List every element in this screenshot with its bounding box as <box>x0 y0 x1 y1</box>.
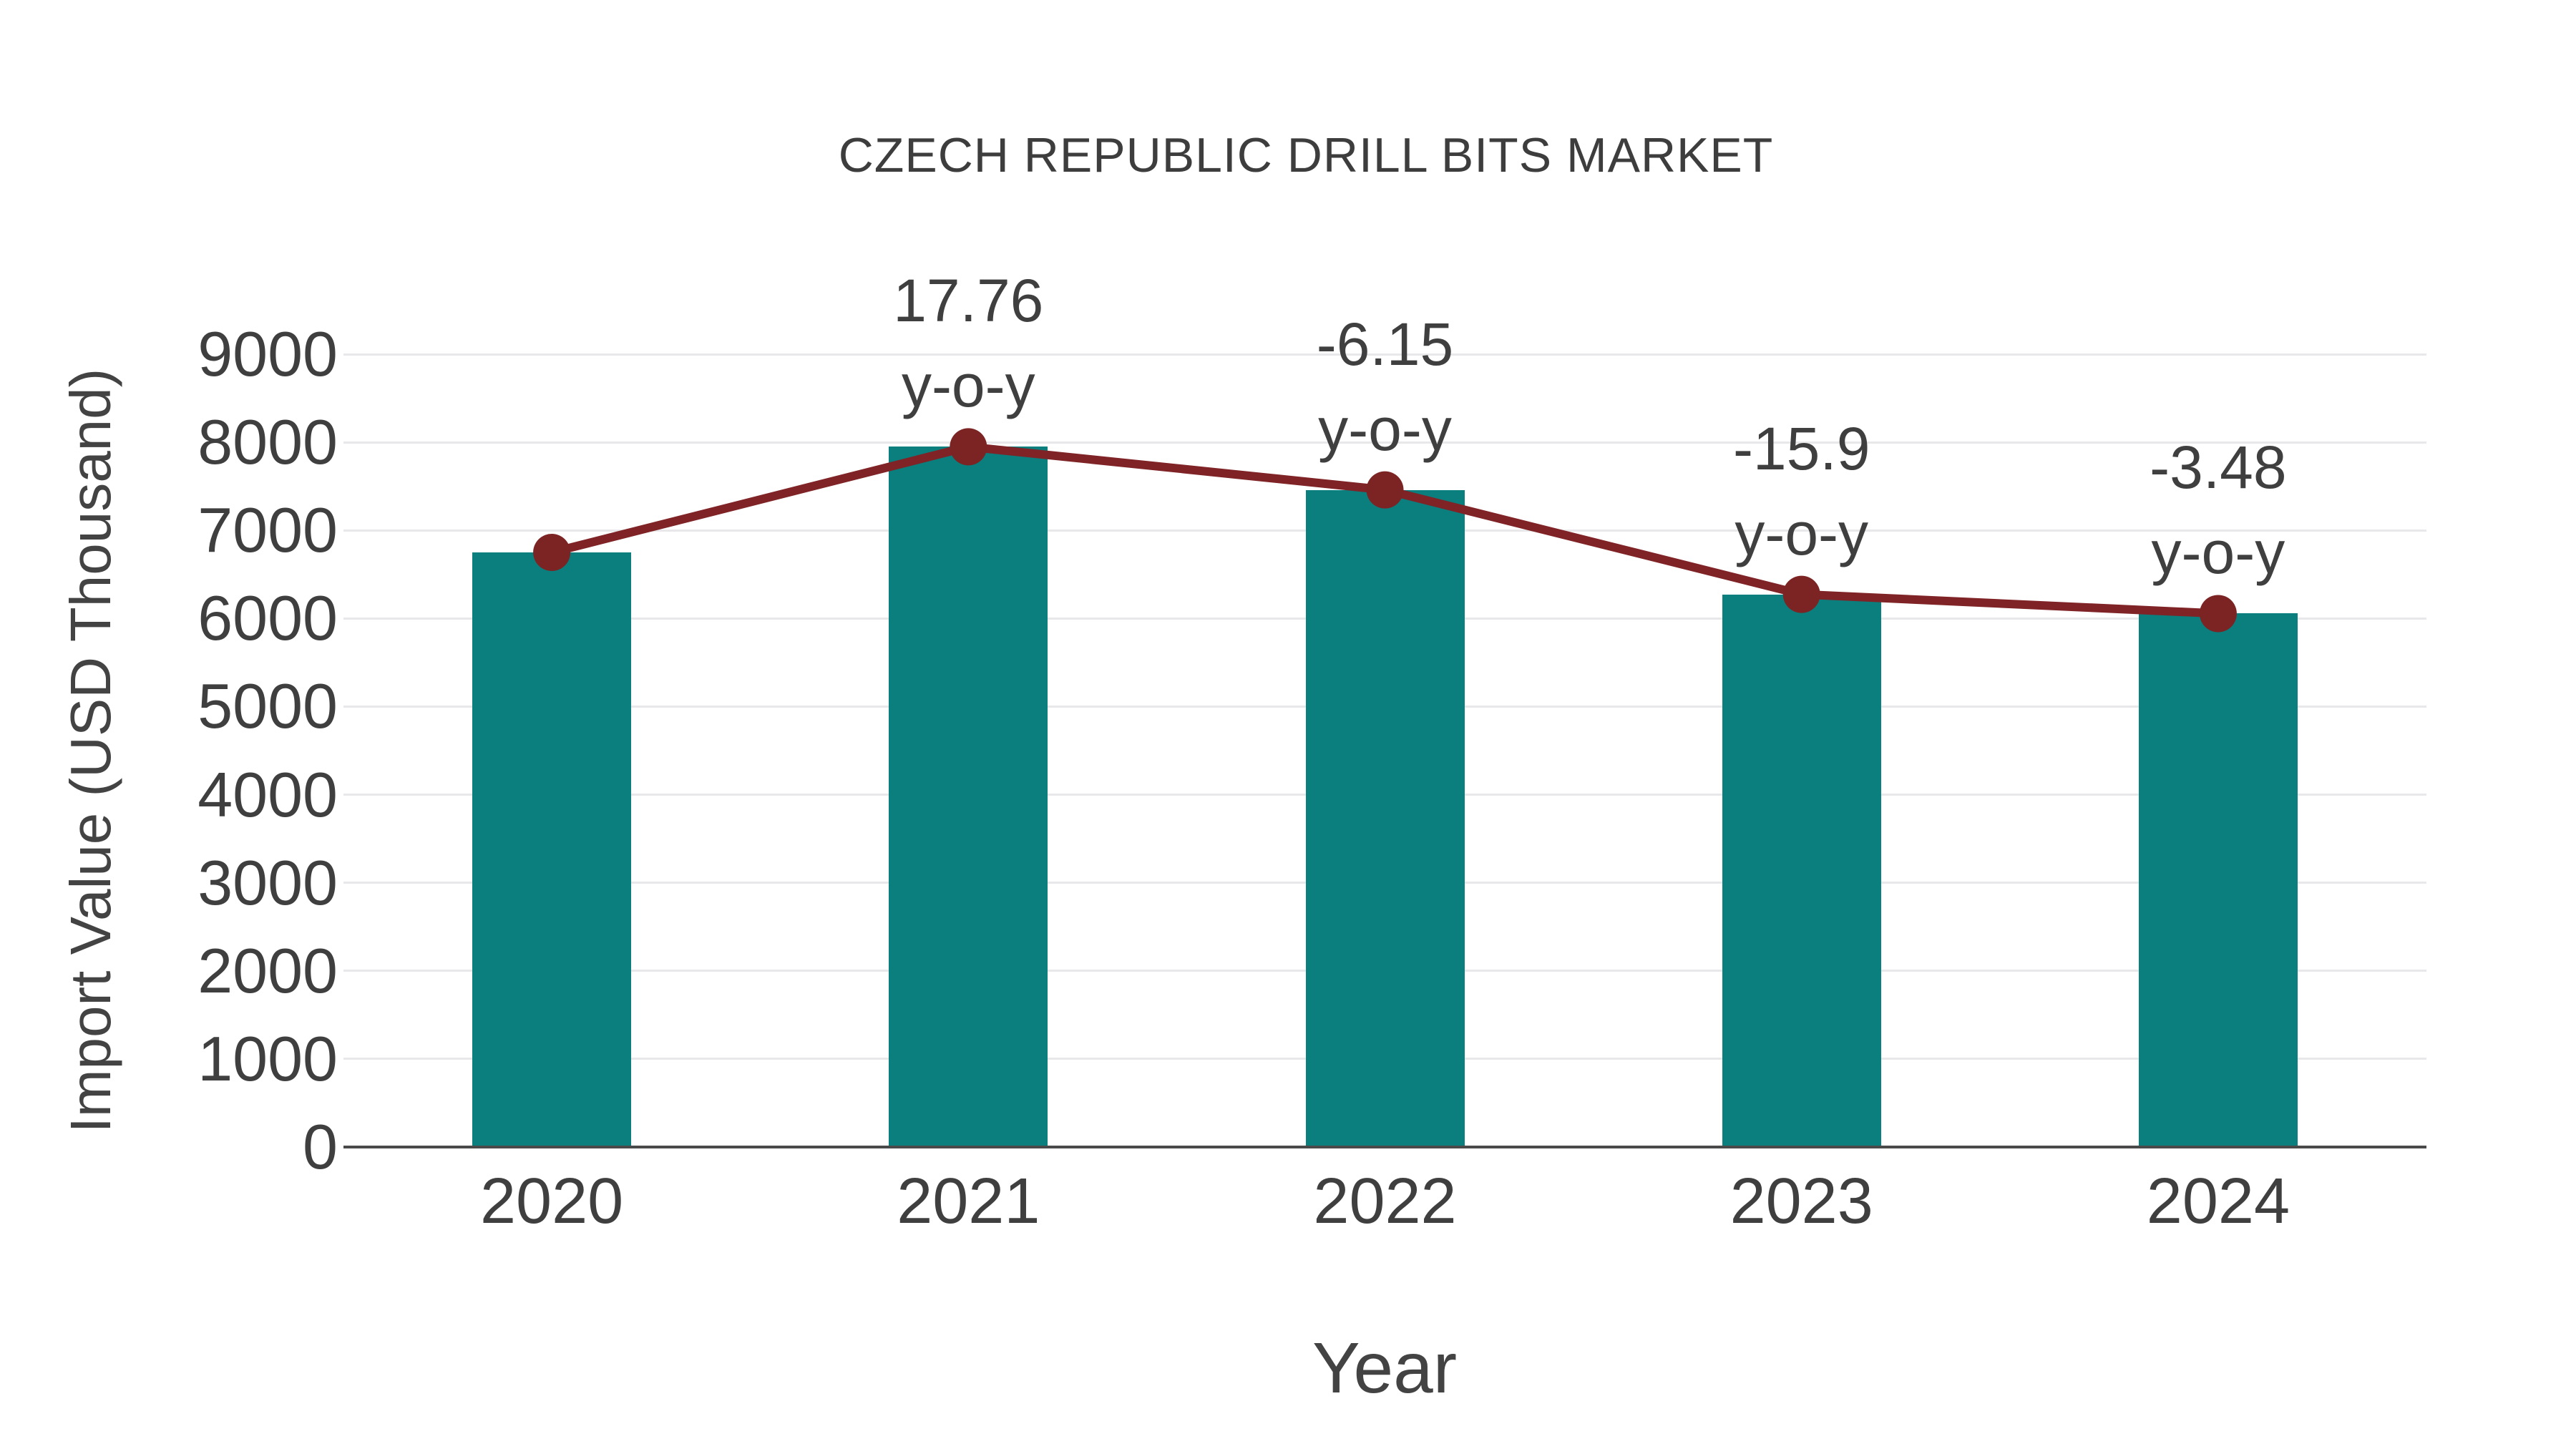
annotation-value: -15.9 <box>1732 414 1870 482</box>
bar-2022 <box>1305 489 1465 1147</box>
y-tick-label: 9000 <box>197 318 338 389</box>
y-tick-label: 0 <box>303 1111 338 1182</box>
bar-2023 <box>1722 594 1881 1147</box>
gridline <box>343 441 2426 444</box>
annotation-suffix: y-o-y <box>901 352 1035 420</box>
data-point-marker-2023 <box>1782 575 1820 613</box>
annotation-2023: -15.9 y-o-y <box>1733 406 1870 577</box>
y-tick-label: 4000 <box>197 758 338 830</box>
y-axis-title: Import Value (USD Thousand) <box>59 368 122 1133</box>
annotation-2021: 17.76 y-o-y <box>893 258 1043 429</box>
bar-2020 <box>472 552 632 1147</box>
data-point-marker-2020 <box>533 534 571 571</box>
y-tick-label: 8000 <box>197 406 338 478</box>
chart-title: CZECH REPUBLIC DRILL BITS MARKET <box>838 128 1774 182</box>
x-tick-label-2021: 2021 <box>897 1166 1040 1237</box>
trend-line-svg <box>533 428 2237 633</box>
x-axis-line <box>343 1146 2426 1148</box>
annotation-2024: -3.48 y-o-y <box>2150 425 2286 595</box>
gridline <box>343 353 2426 356</box>
x-tick-label-2020: 2020 <box>479 1166 624 1237</box>
y-tick-label: 7000 <box>197 494 338 566</box>
annotation-value: 17.76 <box>893 267 1044 335</box>
annotation-suffix: y-o-y <box>1318 395 1452 463</box>
bar-2024 <box>2138 613 2298 1147</box>
x-tick-label-2023: 2023 <box>1729 1166 1873 1237</box>
plot-area <box>343 353 2426 1147</box>
data-point-marker-2022 <box>1366 471 1404 509</box>
annotation-value: -3.48 <box>2150 434 2287 502</box>
data-point-marker-2021 <box>950 428 987 466</box>
y-tick-label: 2000 <box>197 935 338 1006</box>
y-tick-label: 5000 <box>197 670 338 742</box>
x-tick-label-2022: 2022 <box>1313 1166 1457 1237</box>
y-tick-label: 1000 <box>197 1023 338 1094</box>
annotation-suffix: y-o-y <box>1735 499 1869 567</box>
annotation-suffix: y-o-y <box>2151 519 2285 587</box>
data-point-marker-2024 <box>2199 595 2237 633</box>
x-tick-label-2024: 2024 <box>2146 1166 2290 1237</box>
x-axis-title: Year <box>1312 1328 1458 1408</box>
y-tick-label: 3000 <box>197 847 338 918</box>
y-tick-label: 6000 <box>197 582 338 654</box>
bar-2021 <box>889 447 1048 1147</box>
annotation-2022: -6.15 y-o-y <box>1317 302 1453 472</box>
annotation-value: -6.15 <box>1316 310 1454 378</box>
